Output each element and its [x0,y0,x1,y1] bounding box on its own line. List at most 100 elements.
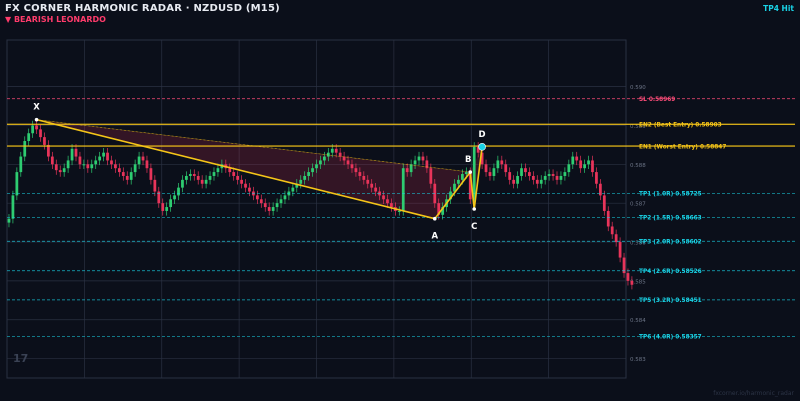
candle-body-93 [374,187,378,192]
candle-body-115 [460,174,464,180]
level-label-entry-1: EN2 (Best Entry) 0.58903 [639,123,722,129]
candle-body-43 [177,187,180,196]
pivot-point-a [432,216,437,221]
level-label-entry-2: EN1 (Worst Entry) 0.58847 [639,144,726,150]
candle-body-22 [94,160,98,165]
candle-body-41 [169,199,173,208]
candle-body-114 [457,179,460,184]
candle-body-77 [311,168,314,173]
candle-body-95 [382,195,385,200]
candle-body-79 [319,160,322,165]
status-badge: TP4 Hit [763,4,794,13]
candle-body-91 [366,179,370,184]
watermark: fxcorner.io/harmonic_radar [713,390,794,397]
candle-body-101 [405,168,409,173]
candle-body-16 [70,148,74,161]
candle-body-63 [255,195,259,200]
candle-body-124 [496,160,500,169]
candle-body-64 [259,199,263,204]
candle-body-45 [185,175,188,180]
candle-body-60 [244,183,247,188]
y-tick-label-7: 0.583 [630,357,646,363]
candle-body-6 [31,125,35,134]
pivot-point-b [468,170,473,174]
candle-body-130 [520,168,523,176]
candle-body-141 [563,172,567,176]
candle-body-84 [338,152,342,157]
candle-body-34 [141,156,145,161]
candle-body-61 [248,187,251,192]
candle-body-138 [551,174,555,176]
candle-body-128 [512,179,516,184]
y-tick-label-2: 0.588 [630,163,646,169]
chart-title: FX CORNER HARMONIC RADAR · NZDUSD (M15) [5,3,280,14]
candle-body-117 [468,172,472,200]
candle-body-57 [232,172,236,176]
candle-body-56 [228,168,232,173]
candle-body-158 [630,280,634,285]
candle-body-119 [476,146,480,153]
pivot-point-x [34,117,39,122]
level-label-tp-3: TP1 (1.0R) 0.58725 [639,192,702,198]
candle-body-27 [114,164,117,169]
y-tick-label-4: 0.586 [630,241,646,247]
candle-body-134 [535,179,539,184]
pivot-label-c: C [471,222,477,232]
candle-body-19 [82,164,86,166]
candle-body-113 [453,183,456,192]
candle-body-148 [591,160,594,173]
candle-body-29 [121,172,125,176]
candle-body-37 [153,179,157,192]
candle-body-14 [62,168,66,173]
candle-body-17 [74,148,78,157]
pattern-triangle-xab [36,119,471,220]
candle-body-88 [354,168,358,173]
candle-body-81 [326,152,330,157]
candle-body-126 [504,164,508,173]
candle-body-44 [181,179,184,188]
candle-body-118 [472,146,476,200]
candle-body-100 [401,168,405,211]
pattern-leg-ab [434,171,471,220]
candle-body-26 [110,160,113,165]
candle-body-99 [397,210,401,212]
candle-body-110 [441,207,445,215]
pattern-connector-xb [36,119,471,173]
candle-body-72 [291,187,295,192]
candle-body-137 [547,174,551,176]
candle-body-47 [192,174,196,176]
candle-body-68 [275,203,279,208]
candle-body-13 [58,170,62,173]
y-tick-label-0: 0.590 [630,85,646,91]
candle-body-67 [271,207,275,211]
y-tick-label-1: 0.589 [630,124,646,130]
candle-body-40 [165,207,169,211]
pattern-leg-xa [36,118,435,220]
candle-body-65 [263,203,267,208]
candle-body-156 [622,257,626,274]
candle-body-31 [129,172,133,180]
candle-body-90 [362,175,366,180]
candle-body-116 [464,172,468,175]
candle-body-7 [35,125,38,130]
candle-body-66 [267,207,271,211]
candle-body-11 [50,156,54,165]
candle-body-10 [47,144,50,157]
chart-logo: 17 [13,352,29,365]
candle-body-3 [19,156,23,173]
candle-body-53 [216,168,220,173]
candle-body-112 [449,191,452,200]
candle-body-147 [587,160,590,165]
candle-body-144 [575,156,579,161]
candle-body-106 [425,160,429,169]
candle-body-36 [149,168,153,180]
candle-body-51 [208,175,212,180]
pivot-label-b: B [465,155,471,165]
candle-body-35 [145,160,149,169]
candle-body-1 [11,195,15,219]
y-tick-label-5: 0.585 [630,279,646,285]
level-label-sl-0: SL 0.58969 [639,97,675,103]
candle-body-39 [161,203,165,211]
candle-body-143 [571,156,575,165]
